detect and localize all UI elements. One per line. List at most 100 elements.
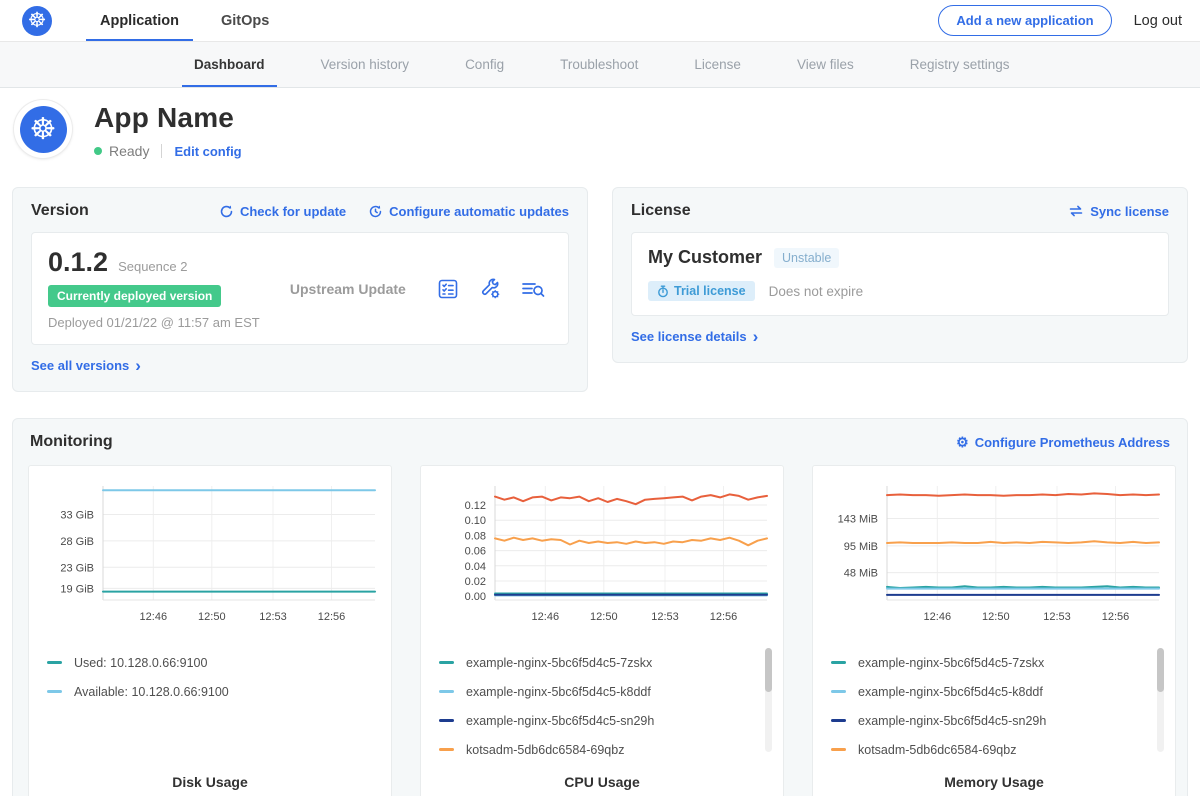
chevron-right-icon: › — [135, 361, 141, 371]
scrollbar-thumb[interactable] — [1157, 648, 1164, 692]
legend-item: example-nginx-5bc6f5d4c5-k8ddf — [439, 677, 771, 706]
version-action-icons — [436, 277, 552, 301]
memory-usage-chart: 12:4612:5012:5312:5648 MiB95 MiB143 MiB — [821, 476, 1167, 642]
tab-label: GitOps — [221, 13, 269, 29]
check-for-update-label: Check for update — [240, 204, 346, 219]
top-nav-tab-application[interactable]: Application — [86, 0, 193, 41]
legend-item: kotsadm-5db6dc6584-69qbz — [439, 735, 771, 764]
trial-license-badge: Trial license — [648, 281, 755, 301]
see-license-details-link[interactable]: See license details › — [631, 329, 758, 344]
svg-text:12:56: 12:56 — [1102, 611, 1130, 623]
trial-license-label: Trial license — [674, 284, 746, 298]
svg-text:12:50: 12:50 — [590, 611, 618, 623]
sub-nav-tab-version-history[interactable]: Version history — [315, 42, 416, 87]
svg-text:12:46: 12:46 — [924, 611, 952, 623]
cpu-usage-chart: 12:4612:5012:5312:560.000.020.040.060.08… — [429, 476, 775, 642]
configure-prometheus-label: Configure Prometheus Address — [975, 435, 1170, 450]
svg-text:12:50: 12:50 — [198, 611, 226, 623]
svg-text:12:50: 12:50 — [982, 611, 1010, 623]
legend-color-dash-icon — [831, 661, 846, 664]
version-card-header: Version Check for update Configure autom… — [31, 202, 569, 220]
legend-scrollbar[interactable] — [1157, 648, 1164, 752]
sub-nav-tab-registry-settings[interactable]: Registry settings — [904, 42, 1016, 87]
svg-text:0.04: 0.04 — [465, 561, 486, 573]
add-new-application-button[interactable]: Add a new application — [938, 5, 1111, 36]
sync-license-link[interactable]: Sync license — [1068, 204, 1169, 219]
svg-text:0.12: 0.12 — [465, 500, 486, 512]
legend-label: Available: 10.128.0.66:9100 — [74, 685, 229, 699]
sub-nav-tab-dashboard[interactable]: Dashboard — [188, 42, 271, 87]
legend-color-dash-icon — [831, 719, 846, 722]
legend-color-dash-icon — [831, 748, 846, 751]
legend-color-dash-icon — [439, 719, 454, 722]
currently-deployed-badge: Currently deployed version — [48, 285, 221, 307]
edit-config-link[interactable]: Edit config — [174, 144, 241, 159]
configure-automatic-updates-label: Configure automatic updates — [389, 204, 569, 219]
chart-legend: example-nginx-5bc6f5d4c5-7zskx example-ng… — [821, 642, 1167, 764]
cpu-usage-panel: 12:4612:5012:5312:560.000.020.040.060.08… — [420, 465, 784, 796]
logout-button[interactable]: Log out — [1134, 13, 1182, 29]
config-wrench-icon[interactable] — [478, 277, 502, 301]
version-card-title: Version — [31, 202, 89, 220]
monitoring-card: Monitoring ⚙ Configure Prometheus Addres… — [12, 418, 1188, 796]
legend-color-dash-icon — [47, 690, 62, 693]
legend-item: example-nginx-5bc6f5d4c5-7zskx — [831, 648, 1163, 677]
svg-text:48 MiB: 48 MiB — [844, 568, 878, 580]
svg-text:12:53: 12:53 — [1043, 611, 1071, 623]
current-version-panel: 0.1.2 Sequence 2 Currently deployed vers… — [31, 232, 569, 345]
app-status-row: Ready Edit config — [94, 143, 242, 159]
legend-label: example-nginx-5bc6f5d4c5-sn29h — [858, 714, 1046, 728]
license-card-title: License — [631, 202, 691, 220]
top-nav-tabs: Application GitOps — [86, 0, 297, 41]
sub-nav-tab-config[interactable]: Config — [459, 42, 510, 87]
check-for-update-link[interactable]: Check for update — [219, 204, 346, 219]
legend-label: example-nginx-5bc6f5d4c5-7zskx — [858, 656, 1044, 670]
scrollbar-thumb[interactable] — [765, 648, 772, 692]
status-dot-icon — [94, 147, 102, 155]
chart-legend: example-nginx-5bc6f5d4c5-7zskxexample-ng… — [429, 642, 775, 764]
tab-label: View files — [797, 57, 854, 72]
configure-prometheus-link[interactable]: ⚙ Configure Prometheus Address — [956, 435, 1170, 450]
legend-label: example-nginx-5bc6f5d4c5-sn29h — [466, 714, 654, 728]
top-nav-actions: Add a new application Log out — [938, 0, 1200, 41]
legend-item: example-nginx-5bc6f5d4c5-sn29h — [831, 706, 1163, 735]
sync-license-label: Sync license — [1090, 204, 1169, 219]
tab-label: License — [694, 57, 741, 72]
legend-scrollbar[interactable] — [765, 648, 772, 752]
view-diff-icon[interactable] — [520, 277, 546, 301]
preflight-checks-icon[interactable] — [436, 277, 460, 301]
svg-text:28 GiB: 28 GiB — [60, 536, 94, 548]
app-sub-nav: Dashboard Version history Config Troublesho… — [0, 42, 1200, 88]
svg-text:12:56: 12:56 — [710, 611, 738, 623]
tab-label: Dashboard — [194, 57, 265, 72]
legend-label: kotsadm-5db6dc6584-69qbz — [466, 743, 624, 757]
legend-item: example-nginx-5bc6f5d4c5-k8ddf — [831, 677, 1163, 706]
svg-text:0.08: 0.08 — [465, 530, 486, 542]
legend-color-dash-icon — [439, 748, 454, 751]
disk-usage-panel: 12:4612:5012:5312:5619 GiB23 GiB28 GiB33… — [28, 465, 392, 796]
configure-automatic-updates-link[interactable]: Configure automatic updates — [368, 204, 569, 219]
version-card-links: Check for update Configure automatic upd… — [219, 204, 569, 219]
summary-cards-row: Version Check for update Configure autom… — [0, 179, 1200, 392]
version-card: Version Check for update Configure autom… — [12, 187, 588, 392]
sub-nav-tab-license[interactable]: License — [688, 42, 747, 87]
svg-text:33 GiB: 33 GiB — [60, 510, 94, 522]
legend-item: Available: 10.128.0.66:9100 — [47, 677, 379, 706]
svg-text:12:53: 12:53 — [259, 611, 287, 623]
status-text: Ready — [109, 143, 149, 159]
tab-label: Config — [465, 57, 504, 72]
see-license-details-label: See license details — [631, 329, 747, 344]
svg-text:19 GiB: 19 GiB — [60, 583, 94, 595]
svg-text:95 MiB: 95 MiB — [844, 541, 878, 553]
sub-nav-tab-troubleshoot[interactable]: Troubleshoot — [554, 42, 644, 87]
top-nav-tab-gitops[interactable]: GitOps — [207, 0, 283, 41]
legend-item: Used: 10.128.0.66:9100 — [47, 648, 379, 677]
app-header: ☸ App Name Ready Edit config — [0, 88, 1200, 179]
svg-text:12:56: 12:56 — [318, 611, 346, 623]
upstream-update-label: Upstream Update — [260, 281, 436, 297]
see-all-versions-link[interactable]: See all versions › — [31, 358, 141, 373]
legend-label: example-nginx-5bc6f5d4c5-k8ddf — [858, 685, 1043, 699]
divider — [161, 144, 162, 158]
sub-nav-tab-view-files[interactable]: View files — [791, 42, 860, 87]
license-expiry-text: Does not expire — [769, 284, 864, 299]
